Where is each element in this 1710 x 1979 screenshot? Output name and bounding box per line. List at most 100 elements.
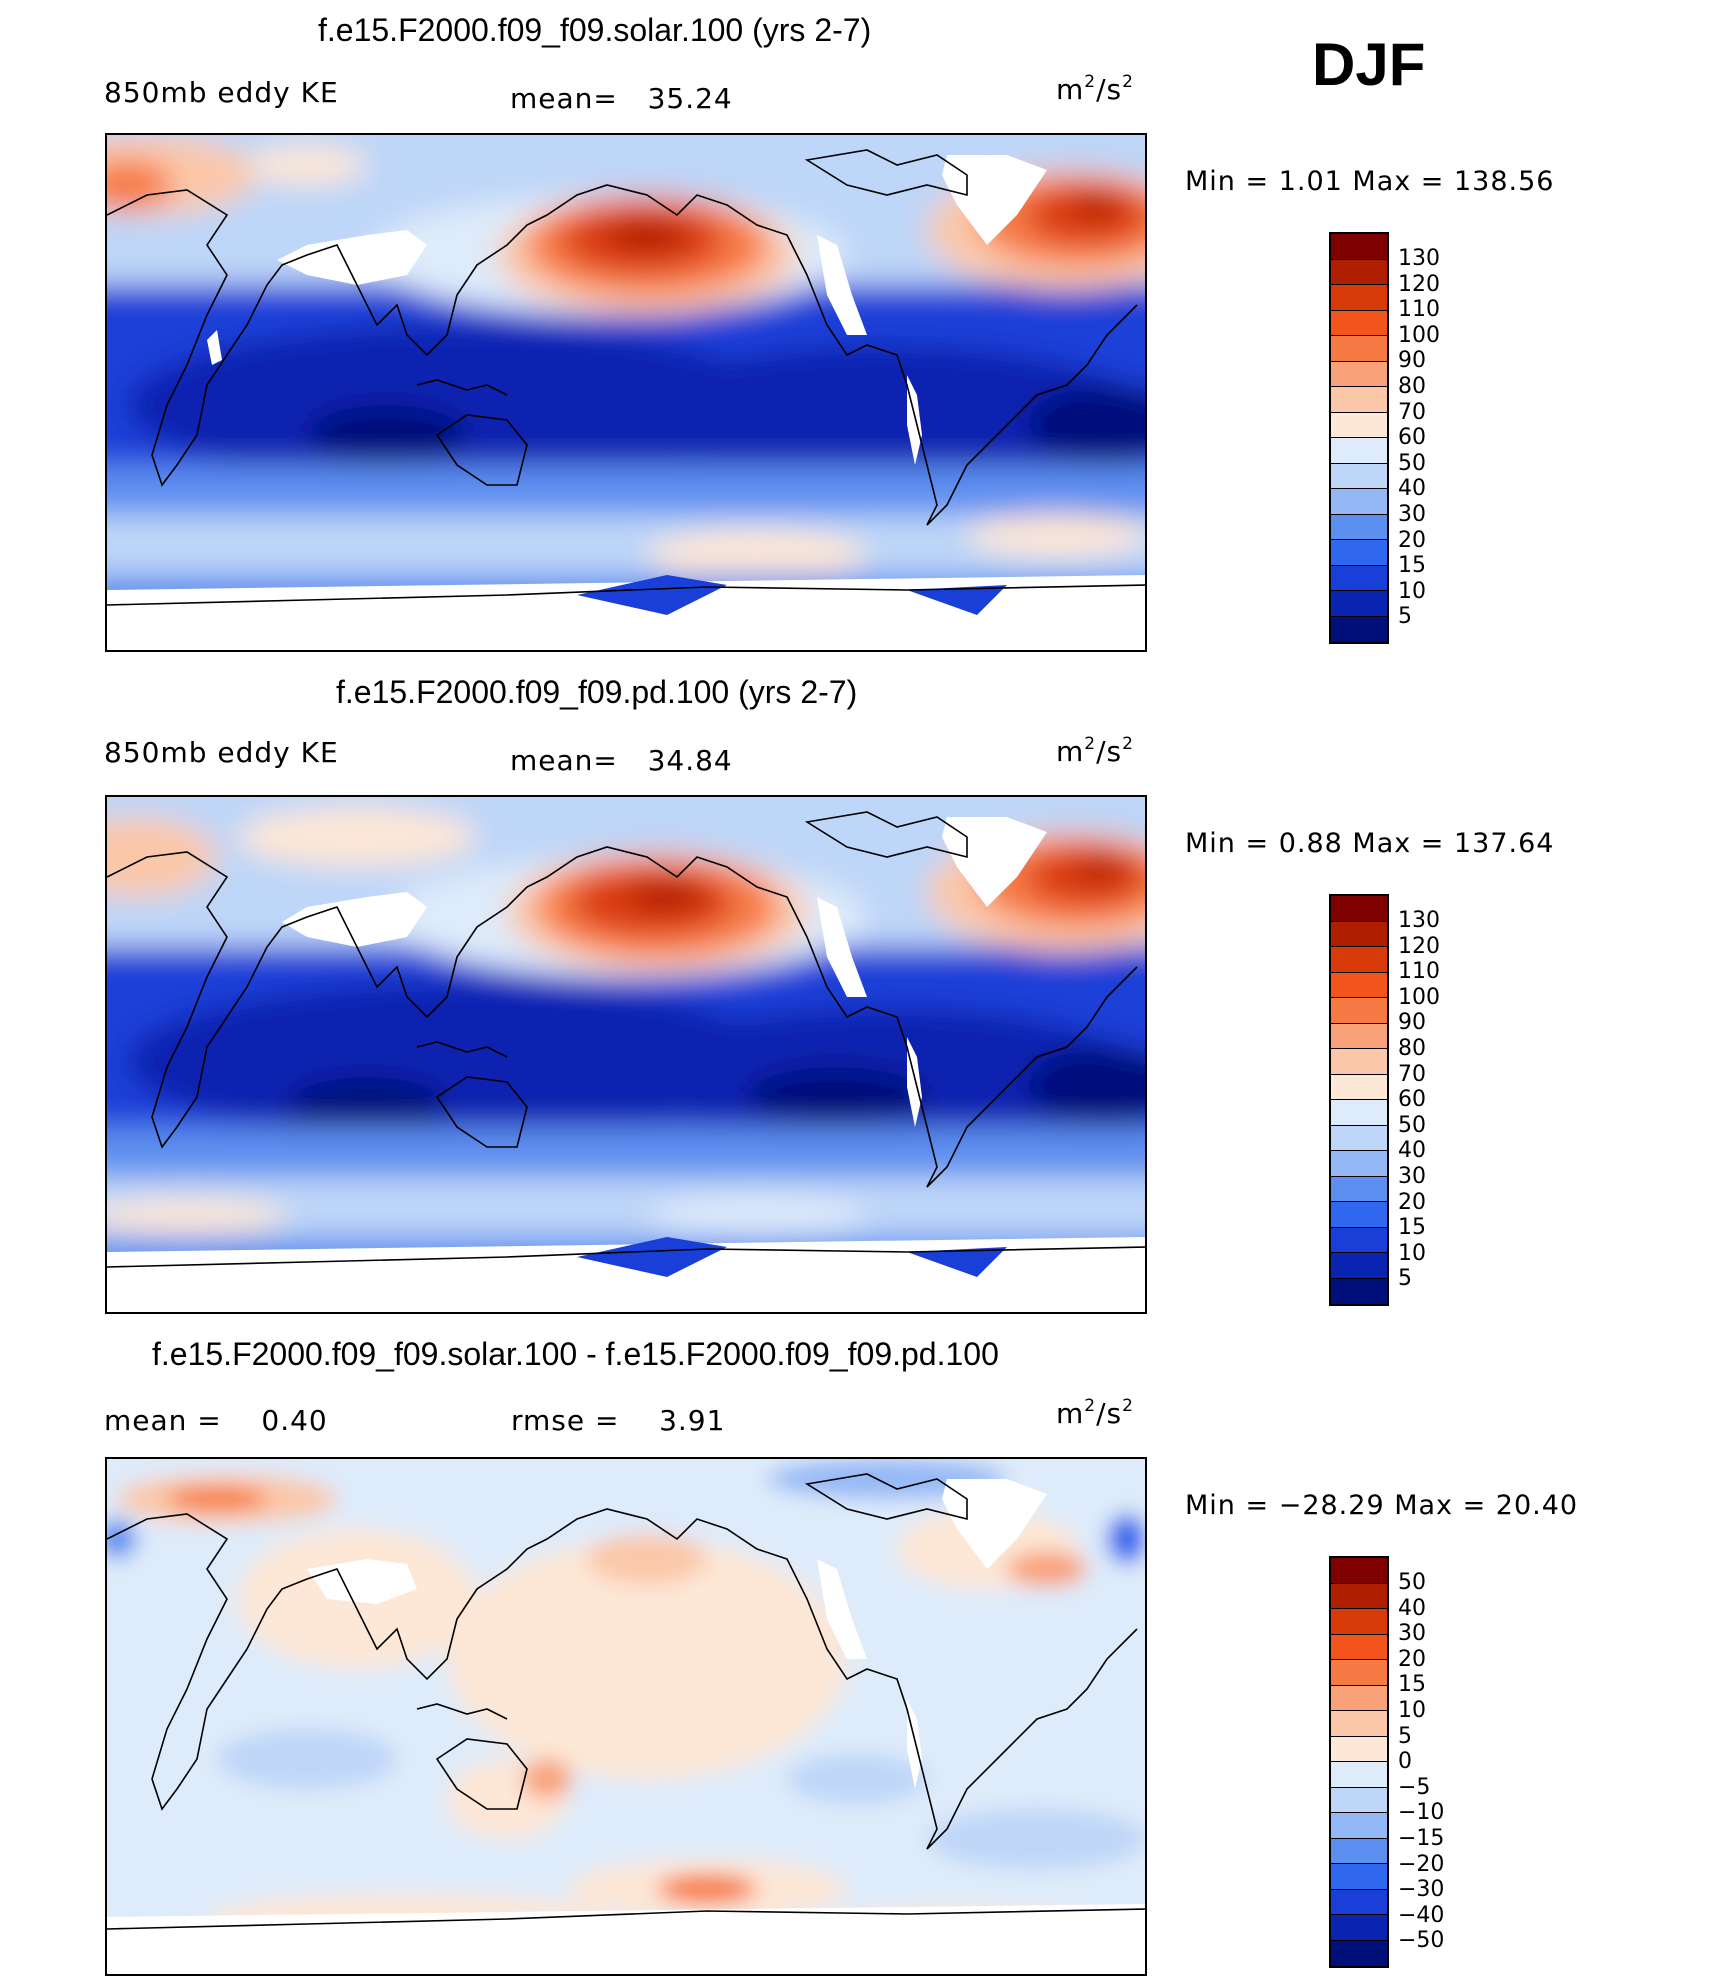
panel3-cbar-swatch: [1331, 1787, 1387, 1813]
panel1-cbar-swatch: [1331, 412, 1387, 438]
panel2-cbar-label: 5: [1398, 1266, 1412, 1292]
panel3-cbar-swatch: [1331, 1736, 1387, 1762]
panel3-cbar-swatch: [1331, 1634, 1387, 1660]
panel1-cbar-swatch: [1331, 540, 1387, 566]
panel3-map-svg: [107, 1459, 1145, 1974]
panel2-cbar-label: 80: [1398, 1035, 1426, 1061]
panel1-cbar-swatch: [1331, 285, 1387, 311]
panel2-colorbar: [1329, 894, 1389, 1306]
panel2-cbar-swatch: [1331, 1202, 1387, 1228]
panel2-cbar-label: 130: [1398, 908, 1440, 933]
panel3-cbar-label: −50: [1398, 1928, 1445, 1954]
panel1-cbar-swatch: [1331, 361, 1387, 387]
panel2-mean-label: mean= 34.84: [510, 744, 733, 777]
panel1-cbar-label: 100: [1398, 322, 1440, 348]
panel2-variable-label: 850mb eddy KE: [104, 736, 339, 769]
panel3-cbar-swatch: [1331, 1660, 1387, 1686]
panel2-cbar-label: 10: [1398, 1240, 1426, 1266]
panel3-cbar-swatch: [1331, 1558, 1387, 1584]
panel1-cbar-label: 90: [1398, 348, 1426, 374]
panel3-cbar-swatch: [1331, 1583, 1387, 1609]
panel1-cbar-swatch: [1331, 438, 1387, 464]
panel2-map: [105, 795, 1147, 1314]
panel2-cbar-label: 120: [1398, 933, 1440, 959]
panel3-cbar-swatch: [1331, 1940, 1387, 1966]
panel1-colorbar: [1329, 232, 1389, 644]
panel2-cbar-swatch: [1331, 998, 1387, 1024]
panel2-cbar-swatch: [1331, 1100, 1387, 1126]
panel3-cbar-swatch: [1331, 1609, 1387, 1635]
panel1-cbar-label: 10: [1398, 578, 1426, 604]
panel2-cbar-swatch: [1331, 1023, 1387, 1049]
panel3-mean-value: 0.40: [261, 1404, 328, 1437]
panel1-cbar-label: 110: [1398, 297, 1440, 323]
panel1-variable-label: 850mb eddy KE: [104, 76, 339, 109]
panel2-minmax: Min = 0.88 Max = 137.64: [1185, 828, 1555, 859]
panel1-colorbar-labels: 130 120 110 100 90 80 70 60 50 40 30 20 …: [1398, 246, 1440, 630]
panel2-cbar-label: 100: [1398, 984, 1440, 1010]
panel3-cbar-label: 15: [1398, 1672, 1426, 1698]
panel1-map-svg: [107, 135, 1145, 650]
panel3-cbar-label: −5: [1398, 1774, 1431, 1800]
panel2-units: m2/s2: [1056, 734, 1134, 768]
panel2-cbar-label: 30: [1398, 1163, 1426, 1189]
panel1-cbar-swatch: [1331, 259, 1387, 285]
panel1-cbar-label: 80: [1398, 373, 1426, 399]
panel2-cbar-swatch: [1331, 1176, 1387, 1202]
panel2-cbar-swatch: [1331, 1278, 1387, 1304]
panel3-cbar-label: 30: [1398, 1621, 1426, 1647]
panel2-cbar-label: 50: [1398, 1112, 1426, 1138]
panel3-cbar-label: −15: [1398, 1825, 1445, 1851]
panel2-cbar-label: 15: [1398, 1215, 1426, 1241]
panel1-cbar-swatch: [1331, 336, 1387, 362]
panel3-rmse-value: 3.91: [659, 1404, 726, 1437]
panel1-cbar-swatch: [1331, 489, 1387, 515]
panel2-cbar-swatch: [1331, 1125, 1387, 1151]
panel1-cbar-label: 130: [1398, 246, 1440, 271]
panel1-mean-label: mean= 35.24: [510, 82, 733, 115]
panel1-cbar-label: 40: [1398, 476, 1426, 502]
panel2-cbar-swatch: [1331, 1151, 1387, 1177]
panel2-cbar-swatch: [1331, 896, 1387, 922]
panel1-cbar-label: 70: [1398, 399, 1426, 425]
season-label: DJF: [1312, 31, 1426, 98]
panel3-cbar-swatch: [1331, 1711, 1387, 1737]
panel2-cbar-label: 90: [1398, 1010, 1426, 1036]
panel3-cbar-swatch: [1331, 1889, 1387, 1915]
panel2-cbar-label: 60: [1398, 1087, 1426, 1113]
panel1-minmax: Min = 1.01 Max = 138.56: [1185, 166, 1555, 197]
panel3-minmax: Min = −28.29 Max = 20.40: [1185, 1490, 1579, 1521]
panel3-cbar-swatch: [1331, 1813, 1387, 1839]
panel3-cbar-label: 5: [1398, 1723, 1412, 1749]
panel2-cbar-label: 20: [1398, 1189, 1426, 1215]
panel1-cbar-label: 60: [1398, 425, 1426, 451]
panel3-mean-label: mean = 0.40: [104, 1404, 328, 1437]
panel1-cbar-label: 120: [1398, 271, 1440, 297]
panel1-cbar-swatch: [1331, 616, 1387, 642]
panel3-units: m2/s2: [1056, 1396, 1134, 1430]
panel1-cbar-label: 15: [1398, 553, 1426, 579]
panel1-map: [105, 133, 1147, 652]
panel3-cbar-swatch: [1331, 1685, 1387, 1711]
panel3-cbar-label: 10: [1398, 1697, 1426, 1723]
panel1-cbar-swatch: [1331, 387, 1387, 413]
panel2-cbar-swatch: [1331, 947, 1387, 973]
panel3-cbar-swatch: [1331, 1762, 1387, 1788]
panel1-title: f.e15.F2000.f09_f09.solar.100 (yrs 2-7): [318, 12, 872, 48]
panel1-cbar-swatch: [1331, 234, 1387, 260]
panel2-title: f.e15.F2000.f09_f09.pd.100 (yrs 2-7): [336, 674, 858, 710]
panel2-cbar-swatch: [1331, 1253, 1387, 1279]
panel3-rmse-label: rmse = 3.91: [511, 1404, 726, 1437]
panel3-cbar-label: 40: [1398, 1595, 1426, 1621]
panel3-colorbar-labels: 50 40 30 20 15 10 5 0 −5 −10 −15 −20 −30…: [1398, 1570, 1444, 1954]
panel1-mean-value: 35.24: [647, 82, 733, 115]
panel1-cbar-swatch: [1331, 514, 1387, 540]
panel3-title: f.e15.F2000.f09_f09.solar.100 - f.e15.F2…: [152, 1336, 999, 1372]
panel3-cbar-label: −40: [1398, 1902, 1445, 1928]
panel1-units: m2/s2: [1056, 72, 1134, 106]
panel1-cbar-label: 30: [1398, 501, 1426, 527]
panel3-cbar-label: 0: [1398, 1749, 1412, 1775]
panel3-cbar-label: −30: [1398, 1877, 1445, 1903]
panel2-cbar-swatch: [1331, 921, 1387, 947]
panel1-cbar-label: 5: [1398, 604, 1412, 630]
